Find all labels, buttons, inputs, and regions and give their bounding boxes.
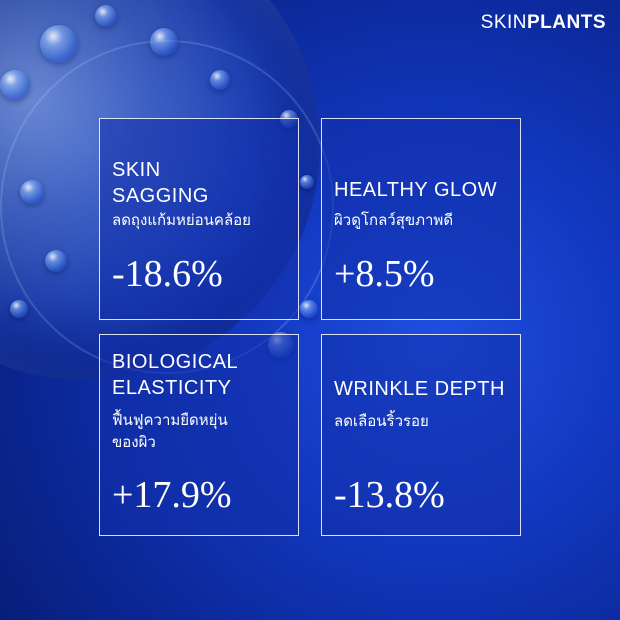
bubble	[95, 5, 117, 27]
bubble	[150, 28, 178, 56]
stat-card-wrinkle-depth: WRINKLE DEPTH ลดเลือนริ้วรอย -13.8%	[321, 334, 521, 536]
stat-subtitle: ลดถุงแก้มหย่อนคล้อย	[112, 211, 251, 229]
stat-title: SKIN SAGGING	[112, 157, 209, 209]
stat-title: WRINKLE DEPTH	[334, 378, 505, 400]
stat-subtitle: ผิวดูโกลว์สุขภาพดี	[334, 211, 454, 229]
stat-title-line2: ELASTICITY	[112, 377, 232, 399]
stat-title-line2: SAGGING	[112, 185, 209, 207]
brand-logo: SKINPLANTS	[481, 12, 606, 34]
bubble	[20, 180, 44, 204]
stat-card-biological-elasticity: BIOLOGICAL ELASTICITY ฟื้นฟูความยืดหยุ่น…	[99, 334, 299, 536]
stat-title-line1: BIOLOGICAL	[112, 351, 239, 373]
stat-value: -18.6%	[112, 253, 223, 295]
stat-title: HEALTHY GLOW	[334, 179, 498, 201]
bubble	[0, 70, 30, 100]
stat-card-skin-sagging: SKIN SAGGING ลดถุงแก้มหย่อนคล้อย -18.6%	[99, 118, 299, 320]
stat-subtitle-line1: ฟื้นฟูความยืดหยุ่น	[112, 411, 228, 429]
bubble	[45, 250, 67, 272]
stat-value: +8.5%	[334, 253, 435, 295]
stat-card-healthy-glow: HEALTHY GLOW ผิวดูโกลว์สุขภาพดี +8.5%	[321, 118, 521, 320]
bubble	[10, 300, 28, 318]
stat-subtitle-line2: ของผิว	[112, 433, 156, 451]
stat-title: BIOLOGICAL ELASTICITY	[112, 349, 238, 401]
stat-subtitle: ลดเลือนริ้วรอย	[334, 412, 429, 430]
bubble	[40, 25, 78, 63]
bubble	[210, 70, 230, 90]
stat-subtitle: ฟื้นฟูความยืดหยุ่น ของผิว	[112, 409, 228, 453]
stat-value: +17.9%	[112, 474, 232, 516]
bubble	[300, 175, 314, 189]
brand-logo-part2: PLANTS	[527, 12, 606, 33]
stat-title-line1: SKIN	[112, 159, 161, 181]
bubble	[300, 300, 318, 318]
stat-value: -13.8%	[334, 474, 445, 516]
brand-logo-part1: SKIN	[480, 12, 527, 33]
